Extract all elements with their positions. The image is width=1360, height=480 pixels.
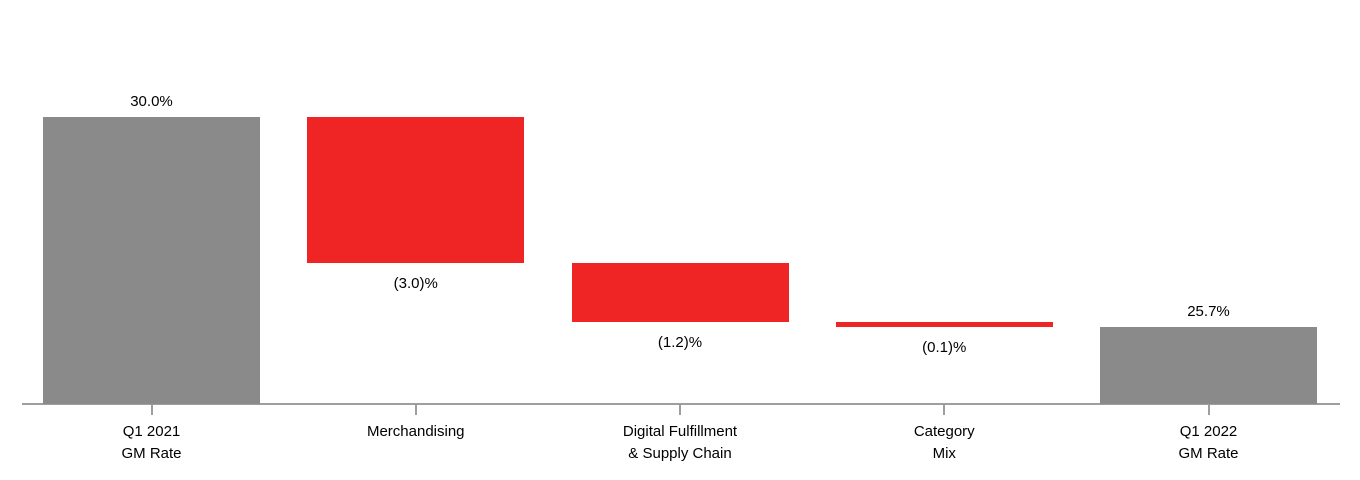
digital-fulfillment-supply-chain-axis-label: Digital Fulfillment & Supply Chain	[560, 421, 800, 465]
axis-tick	[150, 404, 153, 415]
merchandising-value-label: (3.0)%	[393, 275, 438, 293]
axis-label-line: Mix	[932, 445, 956, 462]
axis-label-line: Q1 2022	[1179, 423, 1238, 440]
axis-tick	[679, 404, 681, 415]
q1-2022-gm-rate-value-label: 25.7%	[1187, 302, 1230, 320]
axis-tick	[414, 404, 417, 415]
q1-2022-gm-rate-axis-label: Q1 2022 GM Rate	[1089, 421, 1329, 465]
axis-tick	[1207, 404, 1210, 415]
category-mix-bar	[835, 322, 1053, 327]
q1-2021-gm-rate-bar	[43, 117, 260, 404]
q1-2022-gm-rate-bar	[1100, 326, 1317, 404]
axis-label-line: Merchandising	[366, 423, 465, 440]
merchandising-bar	[307, 117, 525, 264]
merchandising-axis-label: Merchandising	[296, 421, 536, 443]
q1-2021-gm-rate-value-label: 30.0%	[130, 93, 173, 111]
x-axis-line	[22, 403, 1340, 405]
axis-label-line: Category	[913, 423, 975, 440]
axis-label-line: GM Rate	[121, 445, 182, 462]
category-mix-axis-label: Category Mix	[824, 421, 1064, 465]
axis-label-line: & Supply Chain	[628, 445, 732, 462]
axis-label-line: Digital Fulfillment	[622, 423, 738, 440]
digital-fulfillment-supply-chain-bar	[571, 263, 789, 322]
axis-label-line: GM Rate	[1178, 445, 1239, 462]
digital-fulfillment-supply-chain-value-label: (1.2)%	[657, 334, 703, 352]
q1-2021-gm-rate-axis-label: Q1 2021 GM Rate	[32, 421, 272, 465]
axis-tick	[943, 404, 946, 415]
axis-label-line: Q1 2021	[122, 423, 181, 440]
category-mix-value-label: (0.1)%	[922, 338, 967, 356]
